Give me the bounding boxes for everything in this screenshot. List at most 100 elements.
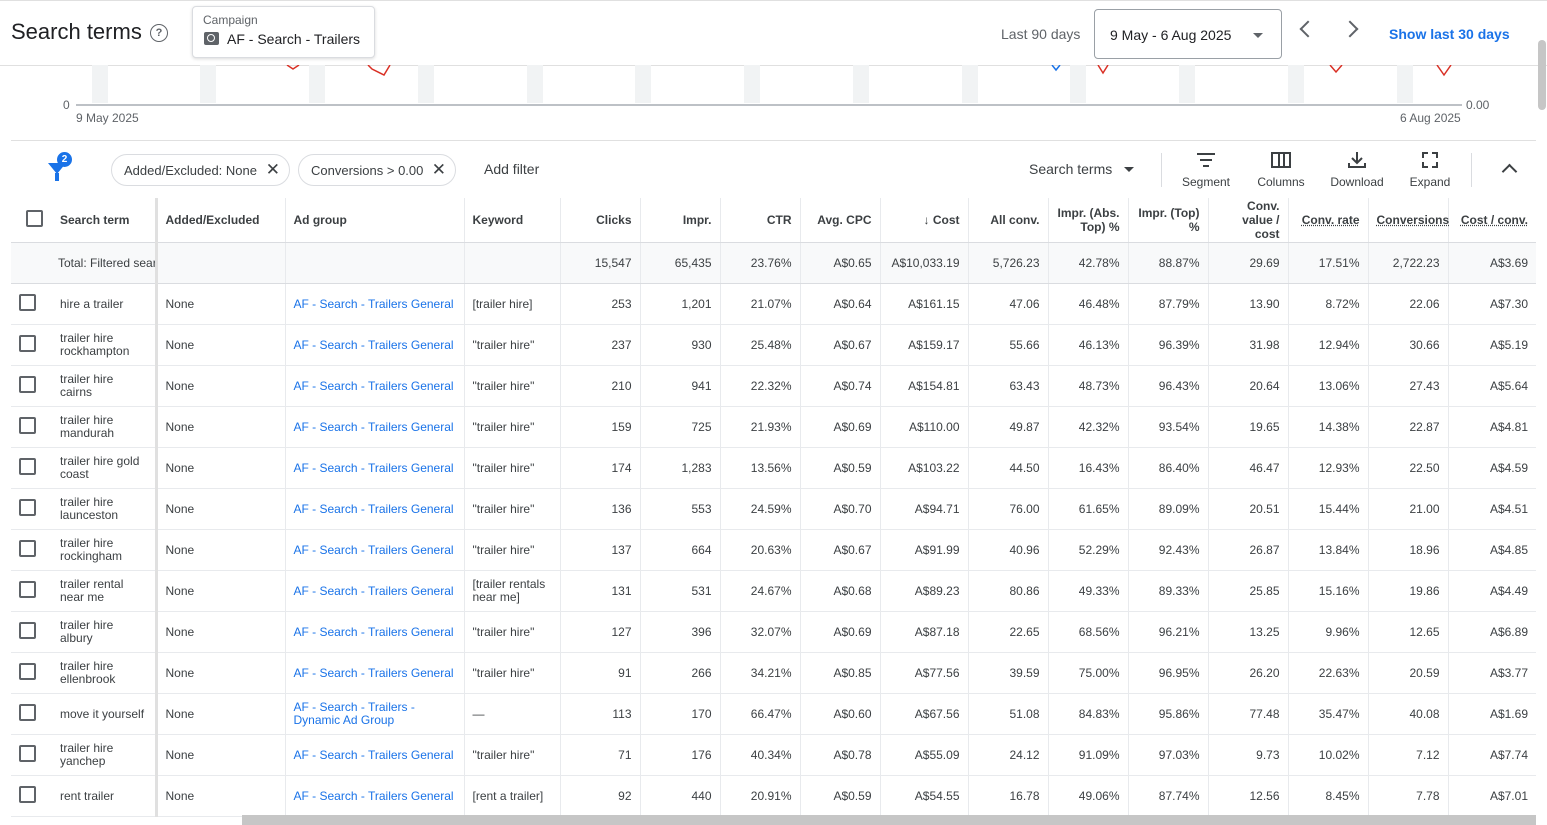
row-select-cell (11, 570, 58, 612)
chart-line-segment (286, 65, 300, 70)
date-range-picker[interactable]: 9 May - 6 Aug 2025 (1094, 9, 1282, 59)
cell-all-conv: 76.00 (968, 488, 1049, 530)
cell-ad-group[interactable]: AF - Search - Trailers General (285, 529, 465, 571)
cell-impr-top: 97.03% (1128, 734, 1209, 776)
cell-cost: A$54.55 (880, 775, 969, 817)
expand-label: Expand (1409, 175, 1451, 189)
table-row: trailer hire launceston None AF - Search -… (11, 488, 1536, 530)
row-checkbox[interactable] (19, 417, 36, 434)
cell-ad-group[interactable]: AF - Search - Trailers General (285, 734, 465, 776)
date-range-label: Last 90 days (1001, 26, 1081, 42)
filter-chip-added-excluded[interactable]: Added/Excluded: None ✕ (111, 154, 290, 186)
cell-ad-group[interactable]: AF - Search - Trailers General (285, 652, 465, 694)
view-selector[interactable]: Search terms (1029, 161, 1113, 177)
cell-cost: A$161.15 (880, 283, 969, 325)
add-filter-button[interactable]: Add filter (484, 161, 540, 177)
row-select-cell (11, 693, 58, 735)
chart-line-segment (367, 65, 391, 76)
cell-ad-group[interactable]: AF - Search - Trailers General (285, 406, 465, 448)
cell-ad-group[interactable]: AF - Search - Trailers General (285, 488, 465, 530)
column-header-impr-abs-top[interactable]: Impr. (Abs. Top) % (1048, 198, 1129, 243)
cell-impr-top: 96.95% (1128, 652, 1209, 694)
help-icon[interactable]: ? (150, 24, 168, 42)
cell-ad-group[interactable]: AF - Search - Trailers General (285, 775, 465, 817)
previous-period-icon[interactable] (1299, 20, 1317, 38)
cell-ad-group[interactable]: AF - Search - Trailers General (285, 447, 465, 489)
cell-conv-value-cost: 19.65 (1208, 406, 1289, 448)
row-checkbox[interactable] (19, 540, 36, 557)
column-header-clicks[interactable]: Clicks (560, 198, 641, 243)
column-header-conv-value-cost[interactable]: Conv. value / cost (1208, 198, 1289, 243)
cell-all-conv: 39.59 (968, 652, 1049, 694)
download-button[interactable]: Download (1327, 151, 1387, 189)
total-cell: A$10,033.19 (880, 242, 969, 284)
select-all-checkbox[interactable] (26, 210, 43, 227)
cell-ad-group[interactable]: AF - Search - Trailers General (285, 570, 465, 612)
column-header-added-excluded[interactable]: Added/Excluded (156, 198, 286, 243)
cell-impressions: 553 (640, 488, 721, 530)
cell-impr-top: 86.40% (1128, 447, 1209, 489)
column-header-search-term[interactable]: Search term (58, 198, 158, 243)
remove-filter-icon[interactable]: ✕ (431, 160, 446, 179)
column-header-ctr[interactable]: CTR (720, 198, 801, 243)
cell-conv-value-cost: 46.47 (1208, 447, 1289, 489)
cell-clicks: 113 (560, 693, 641, 735)
columns-button[interactable]: Columns (1254, 151, 1308, 189)
cell-conv-value-cost: 31.98 (1208, 324, 1289, 366)
row-checkbox[interactable] (19, 458, 36, 475)
column-header-avg-cpc[interactable]: Avg. CPC (800, 198, 881, 243)
column-header-conversions[interactable]: Conversions (1368, 198, 1449, 243)
next-period-icon[interactable] (1341, 20, 1359, 38)
row-checkbox[interactable] (19, 663, 36, 680)
horizontal-scrollbar[interactable] (242, 815, 1536, 825)
expand-button[interactable]: Expand (1407, 151, 1453, 189)
campaign-selector[interactable]: Campaign AF - Search - Trailers (192, 6, 375, 58)
cell-keyword: "trailer hire" (464, 406, 561, 448)
cell-avg-cpc: A$0.59 (800, 447, 881, 489)
cell-ad-group[interactable]: AF - Search - Trailers General (285, 611, 465, 653)
row-checkbox[interactable] (19, 335, 36, 352)
column-header-impr-top[interactable]: Impr. (Top) % (1128, 198, 1209, 243)
cell-cost: A$89.23 (880, 570, 969, 612)
cell-ad-group[interactable]: AF - Search - Trailers General (285, 283, 465, 325)
cell-cost-per-conv: A$7.74 (1448, 734, 1536, 776)
row-checkbox[interactable] (19, 704, 36, 721)
cell-conversions: 19.86 (1368, 570, 1449, 612)
total-cell (156, 242, 286, 284)
filter-chip-conversions[interactable]: Conversions > 0.00 ✕ (298, 154, 456, 186)
cell-ad-group[interactable]: AF - Search - Trailers General (285, 324, 465, 366)
remove-filter-icon[interactable]: ✕ (265, 160, 280, 179)
cell-ad-group[interactable]: AF - Search - Trailers - Dynamic Ad Grou… (285, 693, 465, 735)
cell-conv-value-cost: 12.56 (1208, 775, 1289, 817)
cell-ad-group[interactable]: AF - Search - Trailers General (285, 365, 465, 407)
row-checkbox[interactable] (19, 581, 36, 598)
cell-impr-top: 96.21% (1128, 611, 1209, 653)
column-header-conv-rate-label: Conv. rate (1301, 213, 1360, 227)
column-header-keyword[interactable]: Keyword (464, 198, 561, 243)
cell-conv-value-cost: 26.20 (1208, 652, 1289, 694)
cell-keyword: "trailer hire" (464, 324, 561, 366)
column-header-impressions[interactable]: Impr. (640, 198, 721, 243)
cell-keyword: [trailer hire] (464, 283, 561, 325)
row-checkbox[interactable] (19, 786, 36, 803)
collapse-chevron-icon[interactable] (1501, 163, 1518, 180)
cell-all-conv: 24.12 (968, 734, 1049, 776)
row-checkbox[interactable] (19, 294, 36, 311)
show-last-30-days-link[interactable]: Show last 30 days (1389, 26, 1510, 42)
table-row: trailer hire ellenbrook None AF - Search -… (11, 652, 1536, 694)
cell-clicks: 237 (560, 324, 641, 366)
segment-button[interactable]: Segment (1181, 151, 1231, 189)
row-checkbox[interactable] (19, 376, 36, 393)
row-checkbox[interactable] (19, 622, 36, 639)
column-header-cost[interactable]: ↓ Cost (880, 198, 969, 243)
cell-search-term: rent trailer (58, 775, 158, 817)
column-header-conv-rate[interactable]: Conv. rate (1288, 198, 1369, 243)
column-header-cost-per-conv[interactable]: Cost / conv. (1448, 198, 1536, 243)
vertical-scrollbar[interactable] (1538, 40, 1546, 110)
column-header-ad-group[interactable]: Ad group (285, 198, 465, 243)
row-checkbox[interactable] (19, 499, 36, 516)
cell-ctr: 22.32% (720, 365, 801, 407)
column-header-all-conv[interactable]: All conv. (968, 198, 1049, 243)
filter-icon[interactable] (48, 163, 66, 181)
row-checkbox[interactable] (19, 745, 36, 762)
